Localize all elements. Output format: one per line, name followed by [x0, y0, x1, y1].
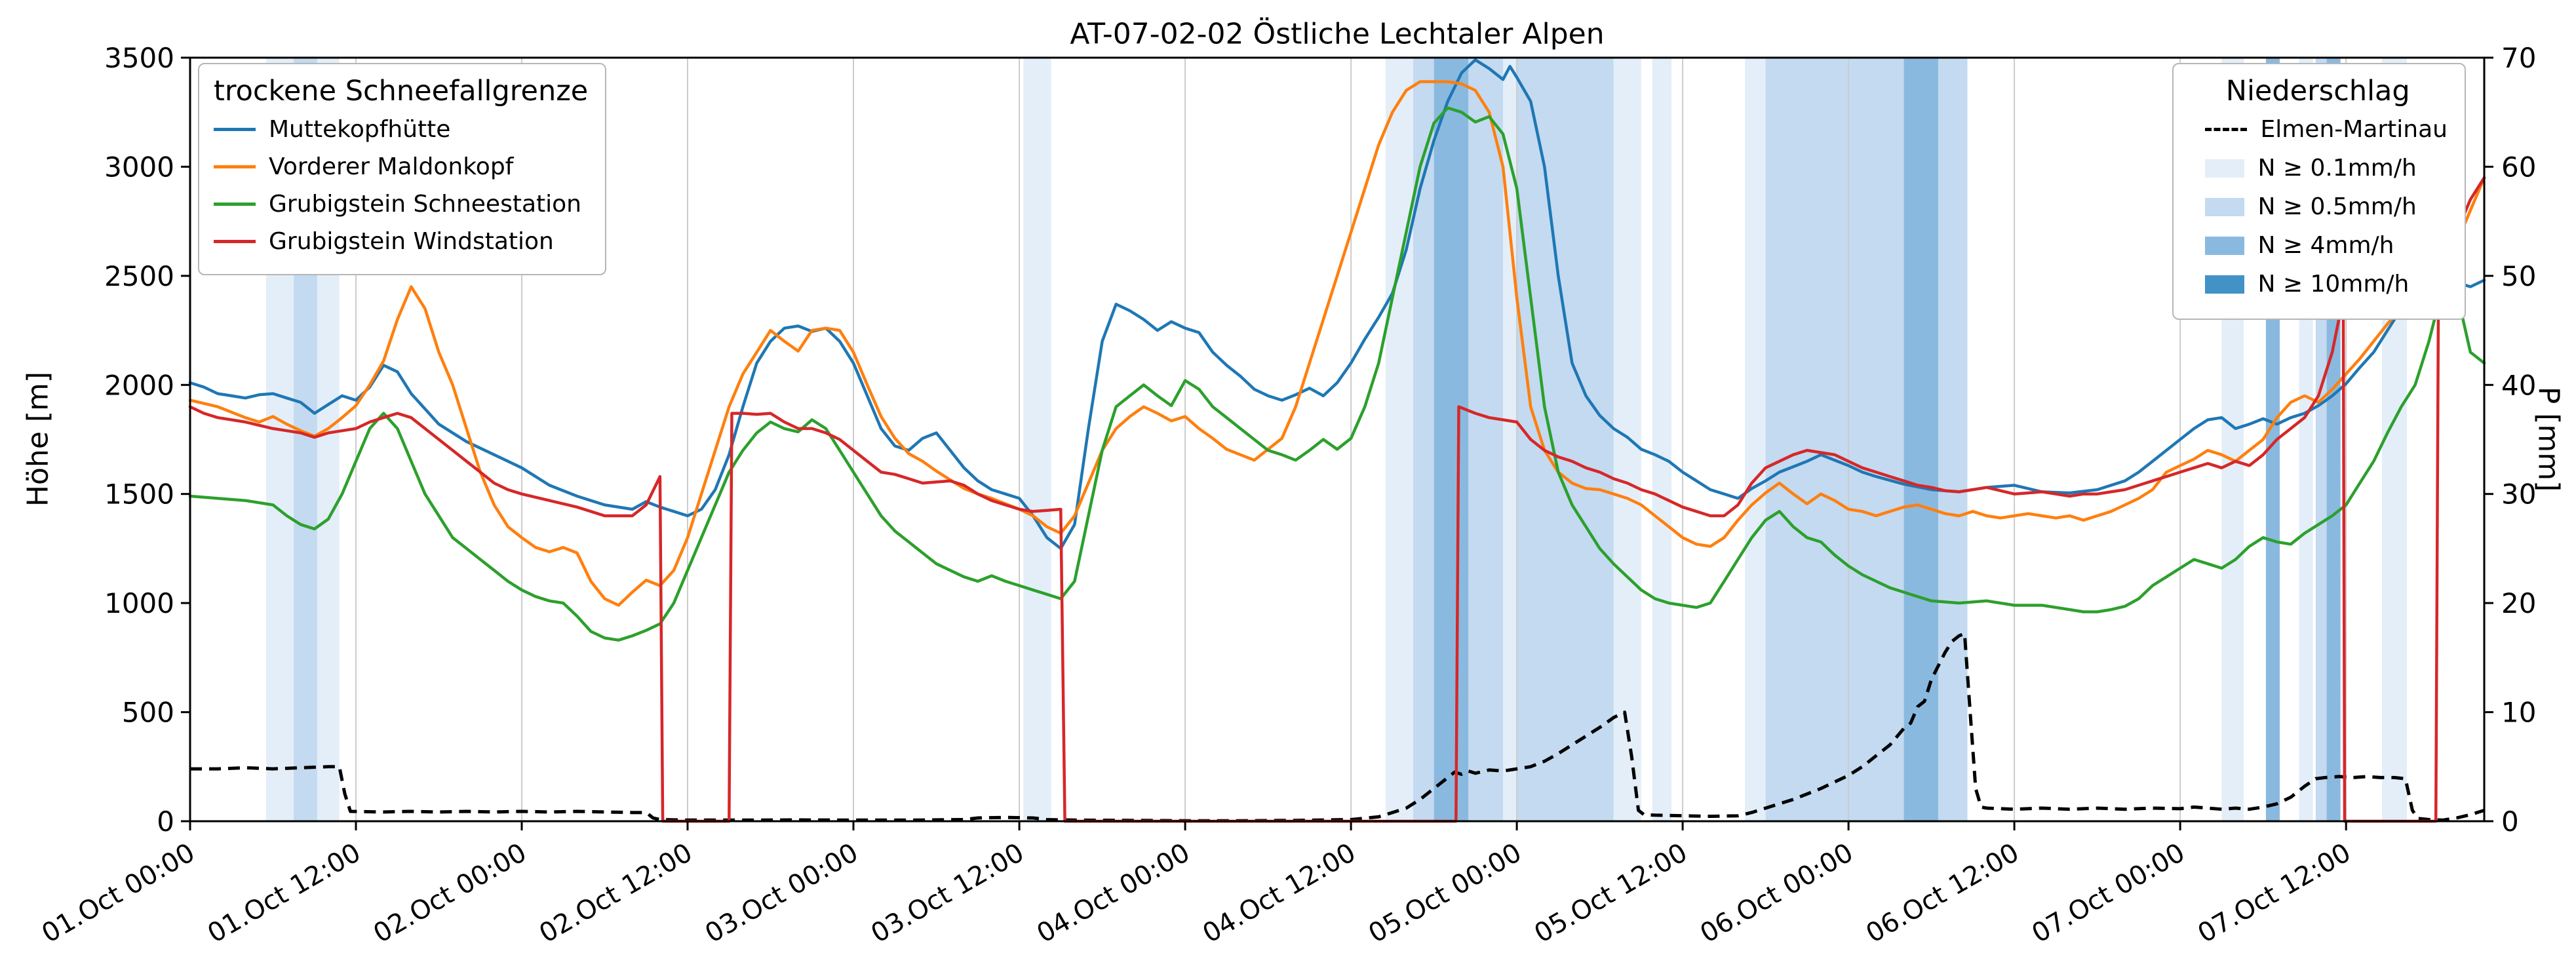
muttekopfhuette-line-swatch: [214, 128, 256, 132]
precip-band: [1765, 58, 1904, 821]
series-line: [188, 58, 2486, 551]
y-tick-label: 10: [2501, 697, 2536, 729]
elmen-martinau-dashed-line-swatch: [2205, 128, 2248, 132]
x-tick-label: 01.Oct 00:00: [37, 838, 200, 949]
legend-label: Elmen-Martinau: [2260, 116, 2448, 143]
precip-line-elmen-martinau: [190, 632, 2485, 823]
precip-band: [1434, 58, 1469, 821]
legend-label: N ≥ 0.1mm/h: [2257, 155, 2417, 182]
series-line: [188, 80, 2486, 607]
grubigstein-schneestation-line-swatch: [214, 203, 256, 206]
precip-band: [1023, 58, 1051, 821]
legend-item-grubigstein-windstation: Grubigstein Windstation: [214, 225, 588, 258]
precip-band: [1903, 58, 1939, 821]
y-tick-label: 0: [157, 805, 174, 838]
y-tick-label: 60: [2501, 151, 2536, 183]
series-line: [188, 106, 2486, 642]
legend-precipitation: Niederschlag Elmen-Martinau N ≥ 0.1mm/h …: [2172, 63, 2466, 320]
precip-band: [1503, 58, 1517, 821]
x-tick-label: 04.Oct 12:00: [1198, 838, 1361, 949]
x-tick-label: 03.Oct 12:00: [866, 838, 1029, 949]
legend-label: Muttekopfhütte: [269, 116, 451, 143]
legend-snowline-title: trockene Schneefallgrenze: [214, 75, 589, 107]
precip-band: [1468, 58, 1503, 821]
precip-band: [1938, 58, 1968, 821]
series-line: [188, 176, 2486, 823]
y-tick-label: 1500: [104, 478, 174, 511]
precip-band: [1385, 58, 1413, 821]
legend-item-precip-01: N ≥ 0.1mm/h: [2205, 151, 2448, 185]
legend-precipitation-title: Niederschlag: [2225, 75, 2410, 107]
chart-title: AT-07-02-02 Östliche Lechtaler Alpen: [1070, 17, 1605, 51]
y-tick-label: 70: [2501, 42, 2536, 74]
y-tick-label: 2500: [104, 260, 174, 292]
legend-item-precip-05: N ≥ 0.5mm/h: [2205, 190, 2448, 223]
precip-level-01-swatch: [2205, 159, 2245, 178]
x-tick-label: 02.Oct 12:00: [534, 838, 697, 949]
legend-item-precip-10: N ≥ 10mm/h: [2205, 267, 2448, 301]
legend-label: Grubigstein Windstation: [269, 228, 554, 256]
y-tick-label: 3500: [104, 42, 174, 74]
plot-border: [189, 56, 2486, 823]
grubigstein-windstation-line-swatch: [214, 240, 256, 244]
x-tick-label: 02.Oct 00:00: [368, 838, 532, 949]
legend-snowline: trockene Schneefallgrenze Muttekopfhütte…: [198, 63, 607, 276]
x-tick-label: 06.Oct 00:00: [1695, 838, 1858, 949]
legend-item-vorderer-maldonkopf: Vorderer Maldonkopf: [214, 150, 588, 184]
precip-band: [1745, 58, 1766, 821]
precip-level-10-swatch: [2205, 275, 2245, 294]
x-tick-label: 07.Oct 12:00: [2193, 838, 2356, 949]
x-tick-label: 01.Oct 12:00: [203, 838, 366, 949]
x-tick-label: 07.Oct 00:00: [2027, 838, 2190, 949]
legend-label: N ≥ 0.5mm/h: [2257, 193, 2417, 221]
precip-band: [1652, 58, 1672, 821]
y-tick-label: 50: [2501, 260, 2536, 292]
x-tick-label: 05.Oct 12:00: [1529, 838, 1692, 949]
x-tick-label: 04.Oct 00:00: [1032, 838, 1195, 949]
y-tick-label: 1000: [104, 587, 174, 619]
x-tick-label: 03.Oct 00:00: [700, 838, 863, 949]
legend-label: Grubigstein Schneestation: [269, 191, 581, 218]
y-axis-label-left: Höhe [m]: [21, 371, 55, 507]
legend-label: Vorderer Maldonkopf: [269, 153, 514, 181]
x-tick-label: 05.Oct 00:00: [1363, 838, 1527, 949]
y-tick-label: 20: [2501, 587, 2536, 619]
legend-item-precip-4: N ≥ 4mm/h: [2205, 229, 2448, 262]
y-tick-label: 30: [2501, 478, 2536, 511]
legend-label: N ≥ 10mm/h: [2257, 271, 2410, 298]
y-tick-label: 40: [2501, 369, 2536, 401]
precip-level-4-swatch: [2205, 236, 2245, 255]
legend-item-muttekopfhuette: Muttekopfhütte: [214, 113, 588, 146]
y-tick-label: 0: [2501, 805, 2519, 838]
y-tick-label: 3000: [104, 151, 174, 183]
legend-label: N ≥ 4mm/h: [2257, 232, 2394, 260]
y-axis-label-right: P [mm]: [2531, 386, 2566, 492]
y-tick-label: 2000: [104, 369, 174, 401]
vorderer-maldonkopf-line-swatch: [214, 165, 256, 169]
legend-item-grubigstein-schneestation: Grubigstein Schneestation: [214, 187, 588, 221]
y-tick-label: 500: [122, 697, 174, 729]
precip-band: [1613, 58, 1641, 821]
precip-level-05-swatch: [2205, 197, 2245, 216]
x-tick-label: 06.Oct 12:00: [1861, 838, 2024, 949]
legend-item-elmen-martinau: Elmen-Martinau: [2205, 113, 2448, 146]
